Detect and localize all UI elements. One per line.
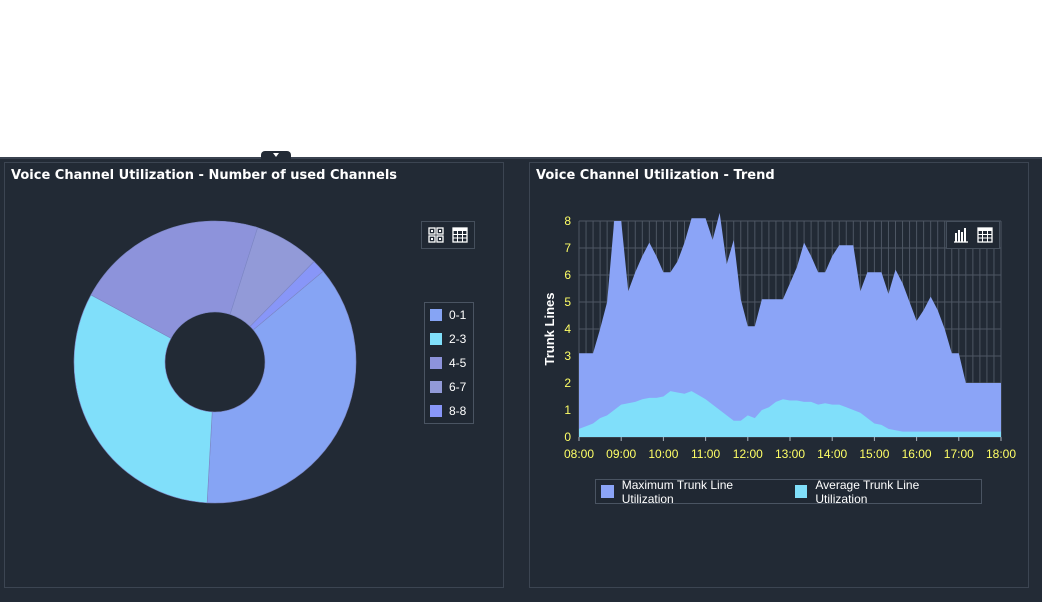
bar-chart-icon[interactable]	[952, 226, 970, 244]
y-tick-label: 3	[564, 349, 571, 363]
chart-view-icon[interactable]	[427, 226, 445, 244]
table-view-icon[interactable]	[451, 226, 469, 244]
legend-label: Average Trunk Line Utilization	[815, 477, 920, 506]
y-tick-label: 8	[564, 214, 571, 228]
y-tick-label: 4	[564, 322, 571, 336]
y-tick-label: 7	[564, 241, 571, 255]
x-tick-label: 11:00	[691, 447, 720, 461]
legend-label: 8-8	[449, 404, 467, 418]
right-chart-toolbar	[946, 221, 1000, 249]
pie-slice-8-8[interactable]	[249, 261, 324, 331]
legend-swatch	[601, 485, 614, 498]
pie-legend: 0-1 2-3 4-5 6-7 8-8	[424, 302, 474, 424]
legend-item-6-7[interactable]: 6-7	[430, 379, 470, 395]
legend-label: 2-3	[449, 332, 467, 346]
x-tick-label: 09:00	[606, 447, 636, 461]
legend-item-avg[interactable]: Average Trunk Line Utilization	[794, 477, 971, 506]
panel-title: Voice Channel Utilization - Number of us…	[11, 168, 398, 183]
y-tick-label: 1	[564, 403, 571, 417]
legend-item-max[interactable]: Maximum Trunk Line Utilization	[601, 478, 785, 506]
x-tick-label: 16:00	[902, 447, 932, 461]
trend-area-chart: 0 1 2 3 4 5 6 7 8 08:00 09:00 10:00 11:00 12:00 13:00 1…	[542, 212, 1016, 461]
pie-slice-2-3[interactable]	[73, 294, 213, 504]
x-tick-label: 15:00	[859, 447, 889, 461]
pie-slice-4-5[interactable]	[90, 220, 259, 339]
x-tick-label: 14:00	[817, 447, 847, 461]
donut-chart	[73, 220, 357, 504]
x-tick-label: 12:00	[733, 447, 763, 461]
pie-slice-0-1[interactable]	[206, 270, 357, 504]
legend-swatch	[430, 309, 442, 321]
y-tick-label: 2	[564, 376, 571, 390]
table-view-icon[interactable]	[976, 226, 994, 244]
legend-swatch	[430, 405, 442, 417]
trend-legend: Maximum Trunk Line Utilization Average T…	[595, 477, 982, 506]
legend-item-2-3[interactable]: 2-3	[430, 331, 470, 347]
y-axis-label: Trunk Lines	[542, 293, 557, 366]
y-tick-label: 5	[564, 295, 571, 309]
y-tick-label: 6	[564, 268, 571, 282]
x-tick-label: 10:00	[648, 447, 678, 461]
legend-item-0-1[interactable]: 0-1	[430, 307, 470, 323]
legend-label: 6-7	[449, 380, 467, 394]
legend-label: 4-5	[449, 356, 467, 370]
legend-swatch	[430, 357, 442, 369]
y-tick-label: 0	[564, 430, 571, 444]
legend-label: 0-1	[449, 308, 467, 322]
legend-label: Maximum Trunk Line Utilization	[621, 477, 734, 506]
series-area-average[interactable]	[579, 391, 1001, 437]
x-tick-label: 13:00	[775, 447, 805, 461]
panel-title: Voice Channel Utilization - Trend	[536, 168, 775, 183]
legend-swatch	[794, 485, 808, 498]
x-tick-label: 18:00	[986, 447, 1016, 461]
left-chart-toolbar	[421, 221, 475, 249]
legend-item-4-5[interactable]: 4-5	[430, 355, 470, 371]
series-area-maximum[interactable]	[579, 212, 1001, 437]
legend-item-8-8[interactable]: 8-8	[430, 403, 470, 419]
collapse-handle[interactable]	[261, 151, 291, 159]
x-tick-label: 08:00	[564, 447, 594, 461]
x-tick-label: 17:00	[944, 447, 974, 461]
legend-swatch	[430, 381, 442, 393]
legend-swatch	[430, 333, 442, 345]
